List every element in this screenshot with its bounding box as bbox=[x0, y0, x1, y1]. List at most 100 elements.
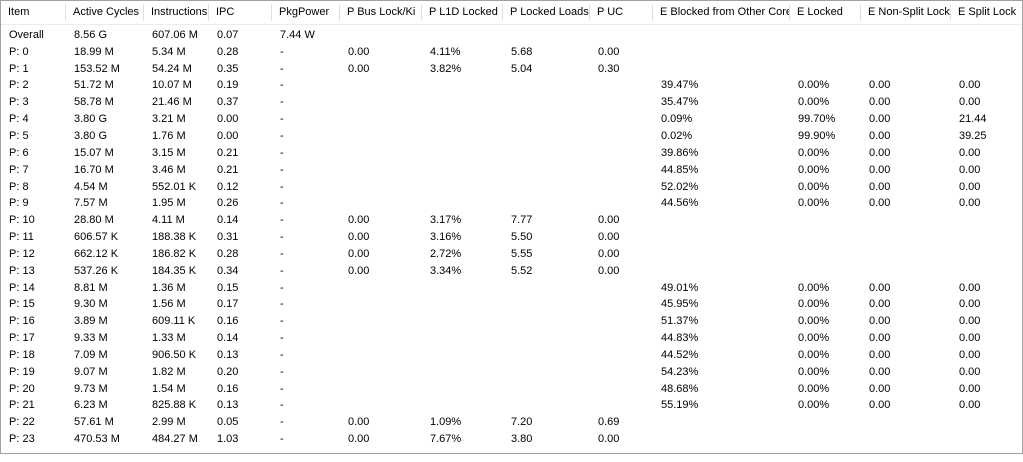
cell-pkg-power: - bbox=[280, 399, 284, 412]
cell-ipc: 0.15 bbox=[217, 281, 239, 294]
table-row-p-22[interactable]: P: 22 57.61 M 2.99 M 0.05 - 0.00 1.09% 7.20 0.69 bbox=[2, 414, 1021, 431]
cell-instructions: 1.54 M bbox=[152, 382, 186, 395]
cell-active-cycles: 9.30 M bbox=[74, 298, 108, 311]
cell-p-l1d-locked: 7.67% bbox=[430, 433, 462, 446]
table-row-p-2[interactable]: P: 2 51.72 M 10.07 M 0.19 - 39.47% 0.00% 0.00 0.… bbox=[2, 78, 1021, 95]
cell-item: P: 10 bbox=[9, 214, 35, 227]
cell-e-blocked-from-other-core: 39.47% bbox=[661, 79, 699, 92]
table-row-p-1[interactable]: P: 1 153.52 M 54.24 M 0.35 - 0.00 3.82% 5.04 0.3… bbox=[2, 61, 1021, 78]
cell-p-l1d-locked: 3.16% bbox=[430, 231, 462, 244]
cell-pkg-power: 7.44 W bbox=[280, 28, 315, 41]
cell-e-locked: 0.00% bbox=[798, 298, 830, 311]
table-row-p-7[interactable]: P: 7 16.70 M 3.46 M 0.21 - 44.85% 0.00% 0.00 0.0… bbox=[2, 162, 1021, 179]
cell-instructions: 184.35 K bbox=[152, 264, 197, 277]
cell-instructions: 3.21 M bbox=[152, 113, 186, 126]
cell-e-split-lock: 0.00 bbox=[959, 96, 981, 109]
cell-ipc: 0.00 bbox=[217, 129, 239, 142]
cell-active-cycles: 3.80 G bbox=[74, 113, 108, 126]
cell-active-cycles: 3.89 M bbox=[74, 315, 108, 328]
cell-p-uc: 0.69 bbox=[598, 416, 620, 429]
column-header-e-split-lock[interactable]: E Split Lock bbox=[958, 6, 1017, 18]
cell-active-cycles: 4.54 M bbox=[74, 180, 108, 193]
table-row-p-0[interactable]: P: 0 18.99 M 5.34 M 0.28 - 0.00 4.11% 5.68 0.00 bbox=[2, 44, 1021, 61]
cell-p-locked-loads: 7.20 bbox=[511, 416, 533, 429]
cell-p-locked-loads: 5.04 bbox=[511, 62, 533, 75]
cell-e-non-split-lock: 0.00 bbox=[869, 315, 891, 328]
cell-pkg-power: - bbox=[280, 433, 284, 446]
cell-e-locked: 0.00% bbox=[798, 96, 830, 109]
table-row-p-15[interactable]: P: 15 9.30 M 1.56 M 0.17 - 45.95% 0.00% 0.00 0.0… bbox=[2, 297, 1021, 314]
table-row-p-9[interactable]: P: 9 7.57 M 1.95 M 0.26 - 44.56% 0.00% 0.00 0.00 bbox=[2, 195, 1021, 212]
cell-instructions: 1.95 M bbox=[152, 197, 186, 210]
cell-pkg-power: - bbox=[280, 281, 284, 294]
cell-active-cycles: 8.81 M bbox=[74, 281, 108, 294]
column-header-ipc[interactable]: IPC bbox=[209, 1, 272, 24]
column-header-p-bus-lock-ki[interactable]: P Bus Lock/Ki bbox=[340, 1, 422, 24]
table-row-p-4[interactable]: P: 4 3.80 G 3.21 M 0.00 - 0.09% 99.70% 0.00 21.4… bbox=[2, 111, 1021, 128]
cell-p-locked-loads: 5.52 bbox=[511, 264, 533, 277]
cell-active-cycles: 7.57 M bbox=[74, 197, 108, 210]
cell-ipc: 0.16 bbox=[217, 315, 239, 328]
table-row-p-8[interactable]: P: 8 4.54 M 552.01 K 0.12 - 52.02% 0.00% 0.00 0.… bbox=[2, 179, 1021, 196]
column-header-item[interactable]: Item bbox=[1, 1, 66, 24]
cell-ipc: 0.26 bbox=[217, 197, 239, 210]
cell-p-uc: 0.00 bbox=[598, 264, 620, 277]
cell-p-locked-loads: 3.80 bbox=[511, 433, 533, 446]
cell-ipc: 0.07 bbox=[217, 28, 239, 41]
cell-e-locked: 0.00% bbox=[798, 348, 830, 361]
cell-p-uc: 0.00 bbox=[598, 433, 620, 446]
cell-item: P: 11 bbox=[9, 231, 34, 244]
cell-active-cycles: 3.80 G bbox=[74, 129, 108, 142]
cell-active-cycles: 662.12 K bbox=[74, 247, 119, 260]
cell-p-bus-lock-ki: 0.00 bbox=[348, 231, 370, 244]
column-header-instructions[interactable]: Instructions bbox=[144, 1, 209, 24]
table-row-p-14[interactable]: P: 14 8.81 M 1.36 M 0.15 - 49.01% 0.00% 0.00 0.0… bbox=[2, 280, 1021, 297]
table-row-p-23[interactable]: P: 23 470.53 M 484.27 M 1.03 - 0.00 7.67% 3.80 0… bbox=[2, 431, 1021, 448]
column-header-pkg-power[interactable]: PkgPower bbox=[272, 1, 340, 24]
column-header-e-non-split-lock[interactable]: E Non-Split Lock bbox=[861, 1, 951, 24]
cell-pkg-power: - bbox=[280, 231, 284, 244]
column-header-p-uc[interactable]: P UC bbox=[590, 1, 653, 24]
cell-active-cycles: 15.07 M bbox=[74, 146, 114, 159]
cell-e-non-split-lock: 0.00 bbox=[869, 129, 891, 142]
column-header-e-locked[interactable]: E Locked bbox=[790, 1, 861, 24]
table-row-p-6[interactable]: P: 6 15.07 M 3.15 M 0.21 - 39.86% 0.00% 0.00 0.0… bbox=[2, 145, 1021, 162]
cell-pkg-power: - bbox=[280, 45, 284, 58]
cell-instructions: 1.36 M bbox=[152, 281, 186, 294]
table-row-overall[interactable]: Overall 8.56 G 607.06 M 0.07 7.44 W bbox=[2, 27, 1021, 44]
table-row-p-18[interactable]: P: 18 7.09 M 906.50 K 0.13 - 44.52% 0.00% 0.00 0… bbox=[2, 347, 1021, 364]
cell-e-locked: 0.00% bbox=[798, 197, 830, 210]
column-header-e-blocked-from-other-core[interactable]: E Blocked from Other Core bbox=[653, 1, 790, 24]
cell-e-blocked-from-other-core: 54.23% bbox=[661, 365, 699, 378]
table-row-p-13[interactable]: P: 13 537.26 K 184.35 K 0.34 - 0.00 3.34% 5.52 0… bbox=[2, 263, 1021, 280]
cell-e-blocked-from-other-core: 0.02% bbox=[661, 129, 693, 142]
table-row-p-16[interactable]: P: 16 3.89 M 609.11 K 0.16 - 51.37% 0.00% 0.00 0… bbox=[2, 313, 1021, 330]
table-row-p-17[interactable]: P: 17 9.33 M 1.33 M 0.14 - 44.83% 0.00% 0.00 0.0… bbox=[2, 330, 1021, 347]
column-header-active-cycles[interactable]: Active Cycles bbox=[66, 1, 144, 24]
table-row-p-21[interactable]: P: 21 6.23 M 825.88 K 0.13 - 55.19% 0.00% 0.00 0… bbox=[2, 398, 1021, 415]
table-row-p-10[interactable]: P: 10 28.80 M 4.11 M 0.14 - 0.00 3.17% 7.77 0.00 bbox=[2, 212, 1021, 229]
cell-e-split-lock: 21.44 bbox=[959, 113, 987, 126]
cell-p-l1d-locked: 2.72% bbox=[430, 247, 462, 260]
table-row-p-19[interactable]: P: 19 9.07 M 1.82 M 0.20 - 54.23% 0.00% 0.00 0.0… bbox=[2, 364, 1021, 381]
table-row-p-20[interactable]: P: 20 9.73 M 1.54 M 0.16 - 48.68% 0.00% 0.00 0.0… bbox=[2, 381, 1021, 398]
cell-e-locked: 0.00% bbox=[798, 180, 830, 193]
cell-active-cycles: 8.56 G bbox=[74, 28, 108, 41]
cell-item: P: 21 bbox=[9, 399, 35, 412]
cell-ipc: 0.05 bbox=[217, 416, 239, 429]
cell-instructions: 607.06 M bbox=[152, 28, 198, 41]
cell-ipc: 0.13 bbox=[217, 399, 239, 412]
column-header-p-l1d-locked[interactable]: P L1D Locked bbox=[422, 1, 503, 24]
table-row-p-11[interactable]: P: 11 606.57 K 188.38 K 0.31 - 0.00 3.16% 5.50 0… bbox=[2, 229, 1021, 246]
table-row-p-3[interactable]: P: 3 58.78 M 21.46 M 0.37 - 35.47% 0.00% 0.00 0.… bbox=[2, 94, 1021, 111]
cell-instructions: 1.33 M bbox=[152, 332, 186, 345]
cell-instructions: 54.24 M bbox=[152, 62, 192, 75]
cell-p-locked-loads: 5.50 bbox=[511, 231, 533, 244]
cell-instructions: 5.34 M bbox=[152, 45, 186, 58]
cell-instructions: 825.88 K bbox=[152, 399, 197, 412]
table-row-p-12[interactable]: P: 12 662.12 K 186.82 K 0.28 - 0.00 2.72% 5.55 0… bbox=[2, 246, 1021, 263]
table-row-p-5[interactable]: P: 5 3.80 G 1.76 M 0.00 - 0.02% 99.90% 0.00 39.2… bbox=[2, 128, 1021, 145]
column-header-p-locked-loads[interactable]: P Locked Loads bbox=[503, 1, 590, 24]
cell-active-cycles: 537.26 K bbox=[74, 264, 119, 277]
cell-e-non-split-lock: 0.00 bbox=[869, 348, 891, 361]
